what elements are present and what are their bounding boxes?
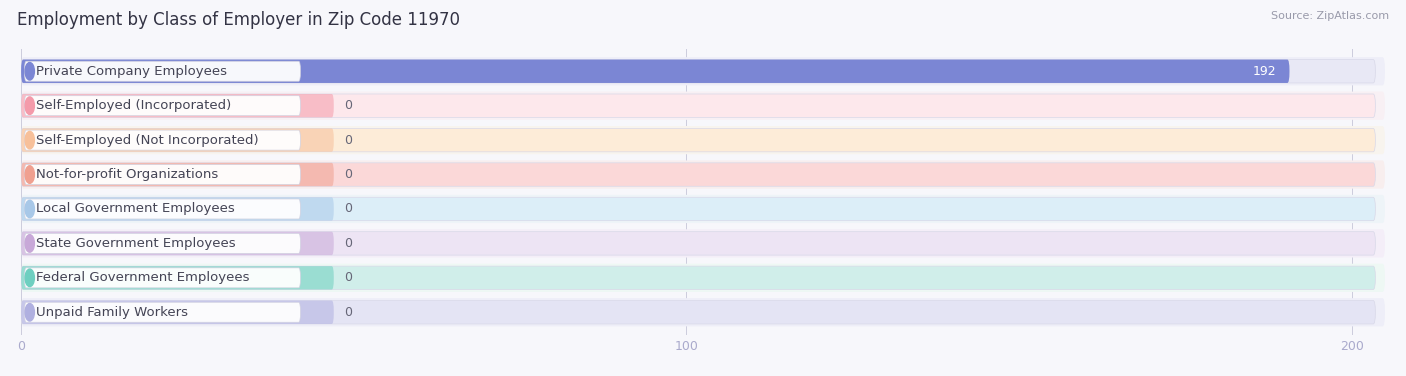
Text: State Government Employees: State Government Employees: [35, 237, 235, 250]
Text: Private Company Employees: Private Company Employees: [35, 65, 226, 78]
Ellipse shape: [25, 97, 34, 114]
FancyBboxPatch shape: [24, 165, 301, 185]
Ellipse shape: [25, 131, 34, 149]
FancyBboxPatch shape: [21, 197, 1375, 221]
FancyBboxPatch shape: [21, 92, 1385, 120]
Text: 0: 0: [343, 271, 352, 284]
Ellipse shape: [25, 269, 34, 287]
Text: Employment by Class of Employer in Zip Code 11970: Employment by Class of Employer in Zip C…: [17, 11, 460, 29]
Text: Source: ZipAtlas.com: Source: ZipAtlas.com: [1271, 11, 1389, 21]
FancyBboxPatch shape: [21, 126, 1385, 154]
Text: Federal Government Employees: Federal Government Employees: [35, 271, 249, 284]
FancyBboxPatch shape: [21, 300, 1375, 324]
FancyBboxPatch shape: [21, 266, 1375, 290]
FancyBboxPatch shape: [24, 199, 301, 219]
FancyBboxPatch shape: [24, 233, 301, 253]
FancyBboxPatch shape: [24, 268, 301, 288]
FancyBboxPatch shape: [24, 96, 301, 116]
FancyBboxPatch shape: [21, 129, 333, 152]
FancyBboxPatch shape: [21, 59, 1375, 83]
Ellipse shape: [25, 235, 34, 252]
FancyBboxPatch shape: [21, 94, 333, 117]
FancyBboxPatch shape: [21, 161, 1385, 189]
FancyBboxPatch shape: [21, 264, 1385, 292]
Text: 0: 0: [343, 237, 352, 250]
FancyBboxPatch shape: [21, 266, 333, 290]
Text: Unpaid Family Workers: Unpaid Family Workers: [35, 306, 188, 319]
FancyBboxPatch shape: [21, 229, 1385, 258]
FancyBboxPatch shape: [21, 163, 333, 186]
Text: 0: 0: [343, 99, 352, 112]
FancyBboxPatch shape: [21, 298, 1385, 326]
Text: 0: 0: [343, 133, 352, 147]
Ellipse shape: [25, 303, 34, 321]
FancyBboxPatch shape: [21, 195, 1385, 223]
Text: Self-Employed (Not Incorporated): Self-Employed (Not Incorporated): [35, 133, 259, 147]
Text: 0: 0: [343, 306, 352, 319]
FancyBboxPatch shape: [21, 57, 1385, 85]
FancyBboxPatch shape: [21, 232, 1375, 255]
Text: 0: 0: [343, 168, 352, 181]
Text: Local Government Employees: Local Government Employees: [35, 202, 235, 215]
FancyBboxPatch shape: [21, 129, 1375, 152]
Text: Self-Employed (Incorporated): Self-Employed (Incorporated): [35, 99, 231, 112]
Ellipse shape: [25, 166, 34, 183]
Ellipse shape: [25, 62, 34, 80]
FancyBboxPatch shape: [21, 94, 1375, 117]
FancyBboxPatch shape: [21, 163, 1375, 186]
Text: 0: 0: [343, 202, 352, 215]
FancyBboxPatch shape: [21, 232, 333, 255]
Text: 192: 192: [1253, 65, 1277, 78]
FancyBboxPatch shape: [21, 197, 333, 221]
Ellipse shape: [25, 200, 34, 218]
Text: Not-for-profit Organizations: Not-for-profit Organizations: [35, 168, 218, 181]
FancyBboxPatch shape: [24, 130, 301, 150]
FancyBboxPatch shape: [24, 61, 301, 81]
FancyBboxPatch shape: [21, 59, 1289, 83]
FancyBboxPatch shape: [21, 300, 333, 324]
FancyBboxPatch shape: [24, 302, 301, 322]
